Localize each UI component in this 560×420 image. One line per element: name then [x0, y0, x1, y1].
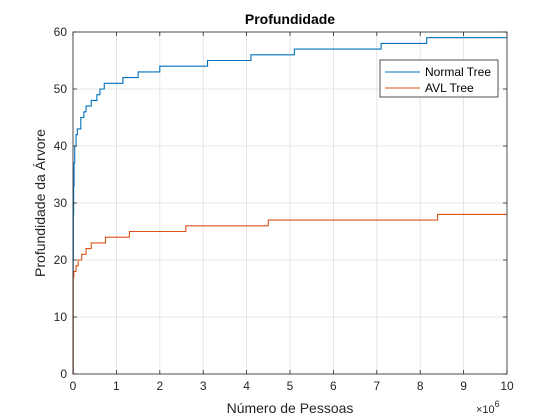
x-tick-label: 5 — [287, 379, 294, 393]
x-tick-label: 2 — [156, 379, 163, 393]
x-tick-label: 10 — [500, 379, 514, 393]
y-tick-label: 40 — [54, 139, 68, 153]
x-exponent-base: ×10 — [476, 404, 495, 416]
legend: Normal Tree AVL Tree — [379, 59, 499, 98]
y-tick-label: 0 — [60, 367, 67, 381]
x-exponent-power: 6 — [495, 399, 500, 409]
y-tick-label: 30 — [54, 196, 68, 210]
y-tick-label: 60 — [54, 25, 68, 39]
x-tick-label: 6 — [330, 379, 337, 393]
x-tick-label: 7 — [373, 379, 380, 393]
x-tick-label: 1 — [113, 379, 120, 393]
legend-label-normal-tree: Normal Tree — [425, 65, 491, 79]
legend-label-avl-tree: AVL Tree — [425, 81, 474, 95]
chart-title: Profundidade — [245, 11, 335, 27]
series-line-normal-tree — [72, 37, 507, 375]
x-tick-label: 3 — [200, 379, 207, 393]
y-tick-label: 10 — [54, 310, 68, 324]
x-tick-label: 0 — [70, 379, 77, 393]
series-lines — [72, 37, 507, 375]
x-axis-exponent: ×106 — [476, 399, 500, 416]
y-axis-label: Profundidade da Árvore — [32, 129, 48, 277]
x-tick-label: 9 — [460, 379, 467, 393]
x-axis-label: Número de Pessoas — [227, 400, 354, 416]
series-line-avl-tree — [72, 213, 507, 375]
legend-box — [379, 59, 499, 98]
y-tick-label: 50 — [54, 82, 68, 96]
axis-ticks: 0 1 2 3 4 5 6 7 8 9 10 0 10 20 30 40 50 60 — [54, 25, 514, 393]
x-tick-label: 4 — [243, 379, 250, 393]
y-tick-label: 20 — [54, 253, 68, 267]
x-tick-label: 8 — [417, 379, 424, 393]
